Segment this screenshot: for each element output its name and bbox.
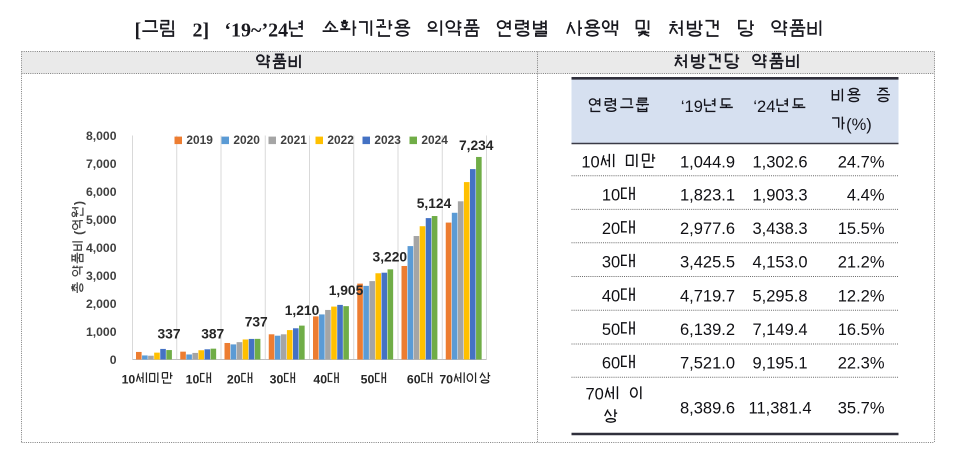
svg-text:10: 10 (186, 372, 200, 386)
svg-text:7,149.4: 7,149.4 (752, 321, 807, 339)
svg-text:7,234: 7,234 (459, 138, 494, 153)
svg-text:12.2%: 12.2% (838, 287, 885, 305)
svg-text:30: 30 (270, 372, 284, 386)
svg-text:‘19: ‘19 (681, 98, 703, 116)
svg-text:1,823.1: 1,823.1 (680, 187, 735, 205)
svg-text:70: 70 (585, 386, 603, 404)
svg-text:2,000: 2,000 (86, 297, 117, 311)
svg-text:737: 737 (245, 315, 268, 330)
svg-text:‘24: ‘24 (753, 98, 775, 116)
svg-text:2020: 2020 (233, 133, 260, 147)
svg-text:2024: 2024 (421, 133, 448, 147)
svg-text:21.2%: 21.2% (838, 254, 885, 272)
svg-text:50: 50 (361, 372, 375, 386)
svg-text:40: 40 (602, 287, 620, 305)
svg-text:1,302.6: 1,302.6 (752, 154, 807, 172)
svg-text:6,139.2: 6,139.2 (680, 321, 735, 339)
svg-text:5,124: 5,124 (417, 196, 452, 211)
svg-text:50: 50 (602, 321, 620, 339)
svg-text:‘19~’24: ‘19~’24 (224, 19, 288, 41)
svg-text:40: 40 (313, 372, 327, 386)
svg-text:2,977.6: 2,977.6 (680, 220, 735, 238)
svg-text:8,389.6: 8,389.6 (680, 400, 735, 418)
svg-text:7,000: 7,000 (86, 157, 117, 171)
svg-text:2021: 2021 (280, 133, 307, 147)
svg-text:20: 20 (602, 220, 620, 238)
svg-text:4.4%: 4.4% (847, 187, 885, 205)
svg-text:15.5%: 15.5% (838, 220, 885, 238)
svg-text:4,153.0: 4,153.0 (752, 254, 807, 272)
svg-text:24.7%: 24.7% (838, 154, 885, 172)
svg-text:3,425.5: 3,425.5 (680, 254, 735, 272)
svg-text:1,044.9: 1,044.9 (680, 154, 735, 172)
svg-text:2022: 2022 (327, 133, 354, 147)
svg-text:10: 10 (602, 187, 620, 205)
svg-text:6,000: 6,000 (86, 185, 117, 199)
svg-text:387: 387 (201, 327, 224, 342)
svg-text:2023: 2023 (374, 133, 401, 147)
svg-text:16.5%: 16.5% (838, 321, 885, 339)
svg-text:20: 20 (227, 372, 241, 386)
svg-text:4,000: 4,000 (86, 241, 117, 255)
svg-text:8,000: 8,000 (86, 129, 117, 143)
svg-text:5,000: 5,000 (86, 213, 117, 227)
svg-text:2019: 2019 (186, 133, 213, 147)
svg-text:(%): (%) (846, 116, 872, 134)
svg-text:7,521.0: 7,521.0 (680, 355, 735, 373)
svg-text:337: 337 (157, 327, 180, 342)
svg-text:10: 10 (581, 154, 599, 172)
svg-text:10: 10 (122, 372, 136, 386)
svg-text:70: 70 (439, 372, 453, 386)
svg-text:3,438.3: 3,438.3 (752, 220, 807, 238)
svg-text:30: 30 (602, 254, 620, 272)
svg-text:2]: 2] (192, 19, 209, 41)
svg-text:[: [ (134, 19, 141, 41)
svg-text:22.3%: 22.3% (838, 355, 885, 373)
svg-text:1,905: 1,905 (329, 283, 364, 298)
svg-text:5,295.8: 5,295.8 (752, 287, 807, 305)
svg-text:60: 60 (602, 355, 620, 373)
svg-text:1,903.3: 1,903.3 (752, 187, 807, 205)
svg-text:3,000: 3,000 (86, 269, 117, 283)
svg-text:9,195.1: 9,195.1 (752, 355, 807, 373)
svg-text:1,000: 1,000 (86, 325, 117, 339)
svg-text:4,719.7: 4,719.7 (680, 287, 735, 305)
svg-text:0: 0 (110, 353, 117, 367)
svg-text:11,381.4: 11,381.4 (749, 400, 812, 418)
svg-text:35.7%: 35.7% (838, 400, 885, 418)
svg-text:): ) (72, 201, 86, 205)
svg-text:60: 60 (407, 372, 421, 386)
svg-text:3,220: 3,220 (373, 249, 408, 264)
svg-text:1,210: 1,210 (285, 303, 320, 318)
svg-text:(: ( (72, 230, 86, 235)
